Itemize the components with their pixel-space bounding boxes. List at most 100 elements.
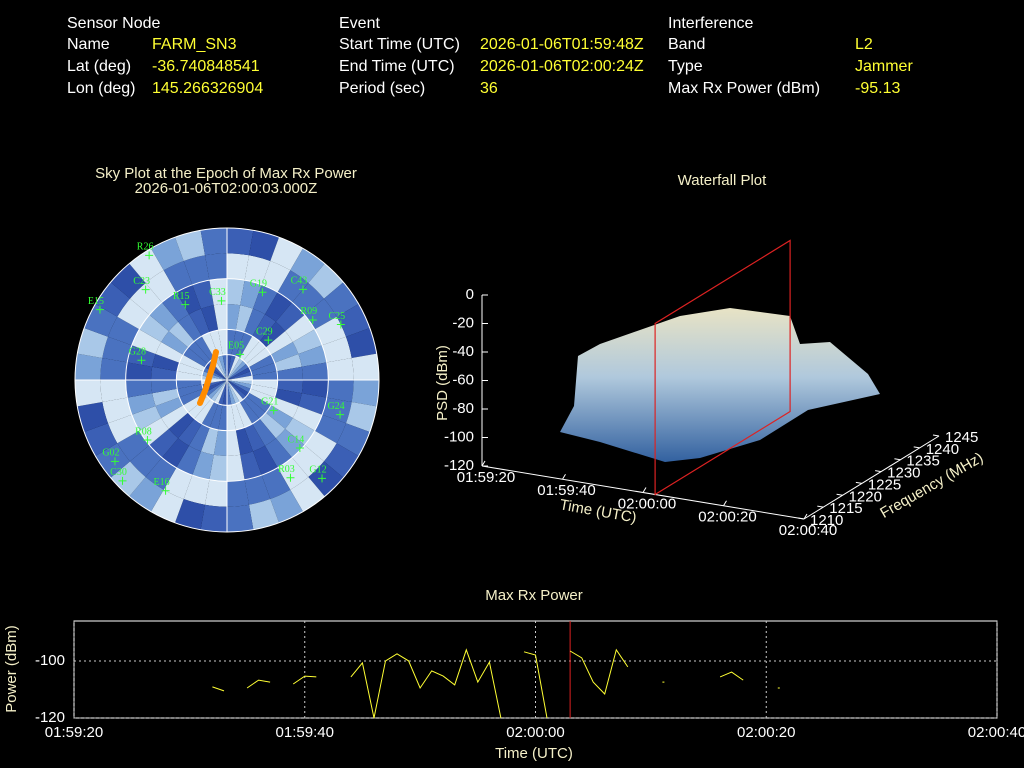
sky-background — [175, 499, 205, 530]
field-label: Period (sec) — [339, 80, 425, 97]
sky-background — [227, 363, 249, 380]
field-value: 2026-01-06T02:00:24Z — [480, 58, 644, 75]
x-tick-label: 01:59:40 — [276, 724, 334, 741]
sky-background — [259, 412, 286, 439]
sky-background — [227, 504, 254, 532]
sky-background — [274, 388, 302, 406]
satellite-label: R08 — [135, 426, 152, 437]
sky-background — [252, 418, 276, 446]
sky-background — [175, 230, 205, 261]
sky-background — [218, 329, 227, 356]
satellite-label: G12 — [309, 465, 326, 476]
line-series — [350, 648, 502, 719]
sky-background — [214, 356, 227, 380]
field-label: Max Rx Power (dBm) — [668, 80, 820, 97]
line-series — [292, 675, 317, 685]
line-series — [569, 648, 629, 695]
chart-title: Sky Plot at the Epoch of Max Rx Power — [95, 165, 357, 182]
sky-background — [270, 237, 303, 271]
sky-background — [176, 284, 201, 315]
sky-background — [292, 329, 323, 354]
sky-background — [261, 261, 291, 293]
sky-background — [168, 321, 195, 348]
sky-background — [179, 354, 206, 372]
sky-background — [209, 454, 227, 482]
sky-background — [240, 451, 262, 480]
sky-background — [205, 253, 227, 281]
field-label: Start Time (UTC) — [339, 36, 460, 53]
sky-background — [194, 336, 215, 361]
sky-background — [183, 347, 208, 368]
sky-background — [292, 283, 324, 315]
sky-background — [227, 228, 254, 256]
sky-background — [346, 328, 377, 358]
y-tick-label: 1225 — [868, 476, 901, 493]
sky-background — [227, 358, 244, 380]
sky-background — [145, 270, 177, 303]
sky-background — [227, 380, 244, 402]
cursor-plane — [654, 239, 791, 496]
sky-background — [276, 380, 303, 394]
y-tick-label: 1215 — [829, 500, 862, 517]
sky-background — [189, 423, 210, 452]
sky-background — [192, 280, 214, 309]
sky-background — [183, 475, 210, 505]
sky-background — [243, 341, 266, 364]
satellite-marker — [141, 285, 150, 294]
satellite-label: C30 — [110, 467, 127, 478]
satellite-marker — [118, 476, 127, 485]
sky-background — [201, 401, 219, 428]
y-tick-label: 1210 — [810, 512, 843, 529]
sky-background — [188, 341, 211, 364]
sky-background — [207, 380, 227, 400]
sky-background — [249, 230, 279, 261]
line-series — [719, 671, 744, 681]
sky-background — [270, 342, 299, 363]
sky-background — [246, 347, 271, 368]
sky-background — [270, 397, 299, 418]
sky-background — [203, 380, 227, 393]
sky-background — [252, 314, 276, 342]
sky-background — [218, 355, 227, 380]
sky-background — [110, 263, 146, 299]
y-tick — [855, 481, 862, 484]
sky-background — [200, 227, 227, 256]
sky-background — [249, 499, 279, 530]
sky-background — [246, 392, 271, 413]
sky-background — [227, 354, 232, 380]
sky-background — [218, 380, 227, 405]
sky-background — [102, 336, 132, 363]
satellite-label: R09 — [300, 306, 317, 317]
sky-background — [210, 380, 227, 402]
sky-background — [84, 304, 118, 337]
sky-background — [301, 380, 329, 398]
field-value: 36 — [480, 80, 498, 97]
sky-background — [265, 292, 293, 322]
satellite-label: C43 — [291, 276, 308, 287]
y-tick — [932, 434, 940, 437]
sky-background — [351, 380, 379, 407]
chart-subtitle: 2026-01-06T02:00:03.000Z — [135, 180, 318, 197]
sky-background — [213, 429, 227, 456]
axis-label: PSD (dBm) — [434, 345, 451, 421]
sky-background — [110, 461, 146, 497]
satellite-marker — [143, 435, 152, 444]
sky-background — [322, 397, 352, 424]
sky-background — [244, 475, 271, 505]
sky-background — [84, 423, 118, 456]
satellite-marker — [258, 288, 267, 297]
sky-background — [298, 393, 327, 415]
sky-background — [168, 412, 195, 439]
sky-background — [222, 354, 227, 380]
sky-background — [248, 388, 275, 406]
field-label: Lat (deg) — [67, 58, 131, 75]
sky-background — [151, 237, 184, 271]
sky-background — [151, 380, 178, 394]
sky-background — [250, 362, 277, 376]
sky-background — [130, 283, 162, 315]
x-tick — [803, 513, 808, 520]
sky-background — [139, 314, 169, 342]
satellite-label: G21 — [261, 397, 278, 408]
satellite-marker — [286, 473, 295, 482]
sky-background — [239, 399, 260, 424]
